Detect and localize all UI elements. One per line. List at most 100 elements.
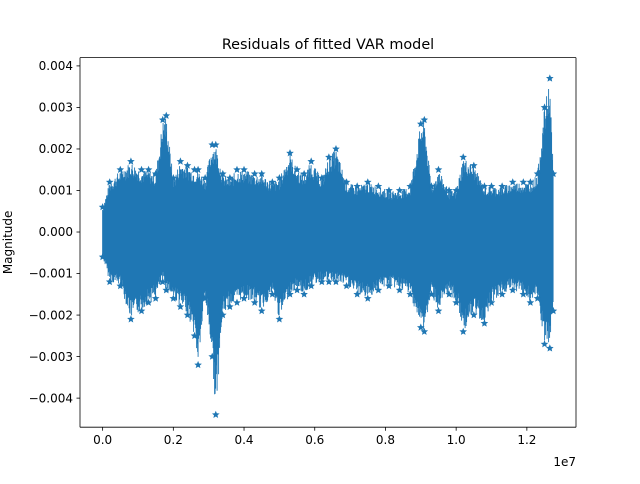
series-marker-star <box>332 145 340 153</box>
y-tick-label: −0.003 <box>29 350 73 364</box>
series-marker-star <box>508 286 517 294</box>
series-marker-star <box>257 169 266 178</box>
series-marker-star <box>395 286 404 294</box>
series-marker-star <box>417 323 425 331</box>
series-marker-star <box>364 294 372 302</box>
series-marker-star <box>470 311 478 319</box>
series-marker-star <box>250 169 259 178</box>
series-marker-star <box>286 149 294 157</box>
y-tick-label: 0.002 <box>39 142 73 156</box>
series-marker-star <box>374 182 383 190</box>
y-axis-ticks: −0.004 −0.003 −0.002 −0.001 0.000 0.001 0.002 0… <box>29 59 80 405</box>
series-marker-star <box>98 203 107 211</box>
series-marker-star <box>325 277 333 286</box>
series-marker-star <box>420 327 429 335</box>
series-layer <box>98 74 558 418</box>
series-marker-star <box>434 165 443 173</box>
axes-frame <box>79 57 577 428</box>
series-marker-star <box>470 161 478 169</box>
series-marker-star <box>286 290 294 298</box>
series-marker-star <box>194 360 202 369</box>
y-tick-label: −0.002 <box>29 308 73 322</box>
series-marker-star <box>540 103 549 111</box>
series-marker-star <box>546 344 554 352</box>
series-marker-star <box>342 282 351 290</box>
series-marker-star <box>406 182 414 190</box>
series-marker-star <box>519 290 528 298</box>
series-marker-star <box>498 290 506 298</box>
x-tick-label: 0.0 <box>93 433 112 447</box>
y-tick-label: −0.004 <box>29 391 73 405</box>
series-marker-star <box>268 290 277 298</box>
chart-title: Residuals of fitted VAR model <box>222 37 434 53</box>
series-marker-star <box>250 298 259 306</box>
series-marker-star <box>158 115 167 124</box>
series-marker-star <box>127 157 135 165</box>
series-marker-star <box>487 298 496 306</box>
series-marker-star <box>342 178 351 186</box>
series-marker-star <box>353 290 361 298</box>
series-marker-star <box>208 352 216 360</box>
series-marker-star <box>406 290 414 298</box>
series-marker-star <box>385 282 393 290</box>
series-marker-star <box>127 315 135 323</box>
series-marker-star <box>417 120 425 128</box>
series-marker-star <box>480 182 489 190</box>
series-marker-star <box>183 311 192 319</box>
series-marker-star <box>293 165 301 173</box>
series-marker-star <box>116 282 125 290</box>
series-marker-star <box>318 277 326 286</box>
series-marker-star <box>194 165 202 173</box>
series-marker-star <box>526 298 535 306</box>
series-marker-star <box>385 186 393 194</box>
series-marker-star <box>212 410 220 418</box>
series-marker-star <box>137 306 146 315</box>
series-marker-star <box>445 290 453 298</box>
series-marker-star <box>508 178 517 186</box>
y-axis-label: Magnitude <box>1 211 15 275</box>
series-marker-star <box>452 298 460 306</box>
series-marker-star <box>169 174 178 182</box>
series-marker-star <box>318 174 326 182</box>
series-marker-star <box>427 290 436 298</box>
residual-series-line <box>102 89 554 395</box>
x-tick-label: 1.0 <box>447 433 466 447</box>
x-tick-label: 0.2 <box>164 433 183 447</box>
series-marker-star <box>144 298 153 306</box>
series-marker-star <box>268 178 277 186</box>
y-tick-label: 0.001 <box>39 184 73 198</box>
series-marker-star <box>325 153 333 161</box>
series-marker-star <box>151 169 160 178</box>
series-marker-star <box>212 140 220 148</box>
series-marker-star <box>307 157 315 165</box>
series-marker-star <box>526 178 535 186</box>
y-tick-label: 0.000 <box>39 225 73 239</box>
series-marker-star <box>395 186 404 194</box>
x-tick-label: 1.2 <box>517 433 536 447</box>
series-marker-star <box>169 294 178 302</box>
series-marker-star <box>546 74 554 82</box>
series-marker-star <box>190 331 199 340</box>
series-marker-star <box>233 165 241 173</box>
series-marker-star <box>300 169 308 178</box>
series-marker-star <box>459 153 467 161</box>
series-marker-star <box>519 178 528 186</box>
series-marker-star <box>151 294 160 302</box>
series-marker-star <box>144 165 153 173</box>
series-marker-star <box>459 327 467 335</box>
x-offset-label: 1e7 <box>553 455 576 469</box>
series-marker-star <box>353 182 361 190</box>
series-marker-star <box>219 169 227 178</box>
series-marker-star <box>137 165 146 173</box>
series-marker-star <box>275 174 284 182</box>
y-tick-label: 0.003 <box>39 101 73 115</box>
series-marker-star <box>374 286 383 294</box>
series-marker-star <box>420 115 429 124</box>
x-tick-label: 0.6 <box>305 433 324 447</box>
series-marker-star <box>116 165 125 173</box>
series-marker-star <box>452 186 460 194</box>
series-marker-star <box>226 302 234 310</box>
series-marker-star <box>219 311 227 319</box>
series-marker-star <box>158 277 167 286</box>
